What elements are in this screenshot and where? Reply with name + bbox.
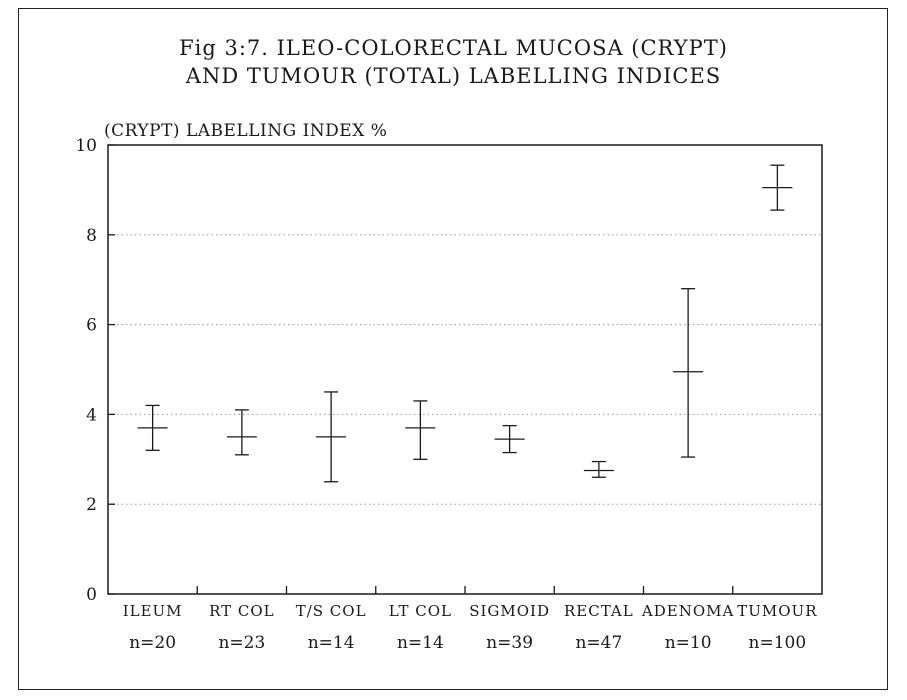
- x-category-label: LT COL: [389, 602, 452, 620]
- chart-title-line-2: AND TUMOUR (TOTAL) LABELLING INDICES: [185, 64, 722, 88]
- error-bars: [137, 164, 793, 483]
- x-category-label: RT COL: [209, 602, 275, 620]
- error-bar-adenoma: [673, 288, 704, 458]
- y-tick-label: 6: [86, 316, 97, 336]
- error-bar-sigmoid: [494, 424, 525, 454]
- n-count-label: n=23: [218, 633, 265, 653]
- n-count-label: n=20: [129, 633, 176, 653]
- y-axis-label: (CRYPT) LABELLING INDEX %: [104, 121, 388, 141]
- x-category-label: TUMOUR: [737, 602, 817, 620]
- x-axis: ILEUM n=20 RT COL n=23 T/S COL n=14 LT COL n=14…: [123, 586, 817, 653]
- n-count-label: n=39: [486, 633, 533, 653]
- plot-area: [107, 144, 823, 595]
- error-bar-ileum: [137, 404, 168, 451]
- x-category-label: ILEUM: [123, 602, 183, 620]
- x-category-label: RECTAL: [564, 602, 634, 620]
- n-count-label: n=10: [665, 633, 712, 653]
- y-tick-label: 0: [86, 585, 97, 605]
- y-tick-label: 4: [86, 405, 97, 425]
- error-bar-rt-col: [226, 409, 257, 456]
- grid-lines: [108, 234, 822, 505]
- error-bar-lt-col: [405, 400, 436, 460]
- y-tick-label: 10: [75, 136, 97, 156]
- y-tick-label: 2: [86, 495, 97, 515]
- x-category-label: ADENOMA: [641, 602, 734, 620]
- n-count-label: n=14: [397, 633, 444, 653]
- x-category-label: T/S COL: [296, 602, 367, 620]
- n-count-label: n=47: [575, 633, 622, 653]
- error-bar-rectal: [583, 460, 614, 478]
- figure-frame: [18, 8, 888, 690]
- n-count-label: n=14: [308, 633, 355, 653]
- error-bar-tumour: [762, 164, 793, 211]
- n-count-label: n=100: [749, 633, 807, 653]
- chart-title-line-1: Fig 3:7. ILEO-COLORECTAL MUCOSA (CRYPT): [179, 36, 728, 60]
- y-tick-label: 8: [86, 226, 97, 246]
- y-axis: 0 2 4 6 8 10: [75, 136, 115, 605]
- error-bar-t-s-col: [316, 391, 347, 483]
- x-category-label: SIGMOID: [469, 602, 550, 620]
